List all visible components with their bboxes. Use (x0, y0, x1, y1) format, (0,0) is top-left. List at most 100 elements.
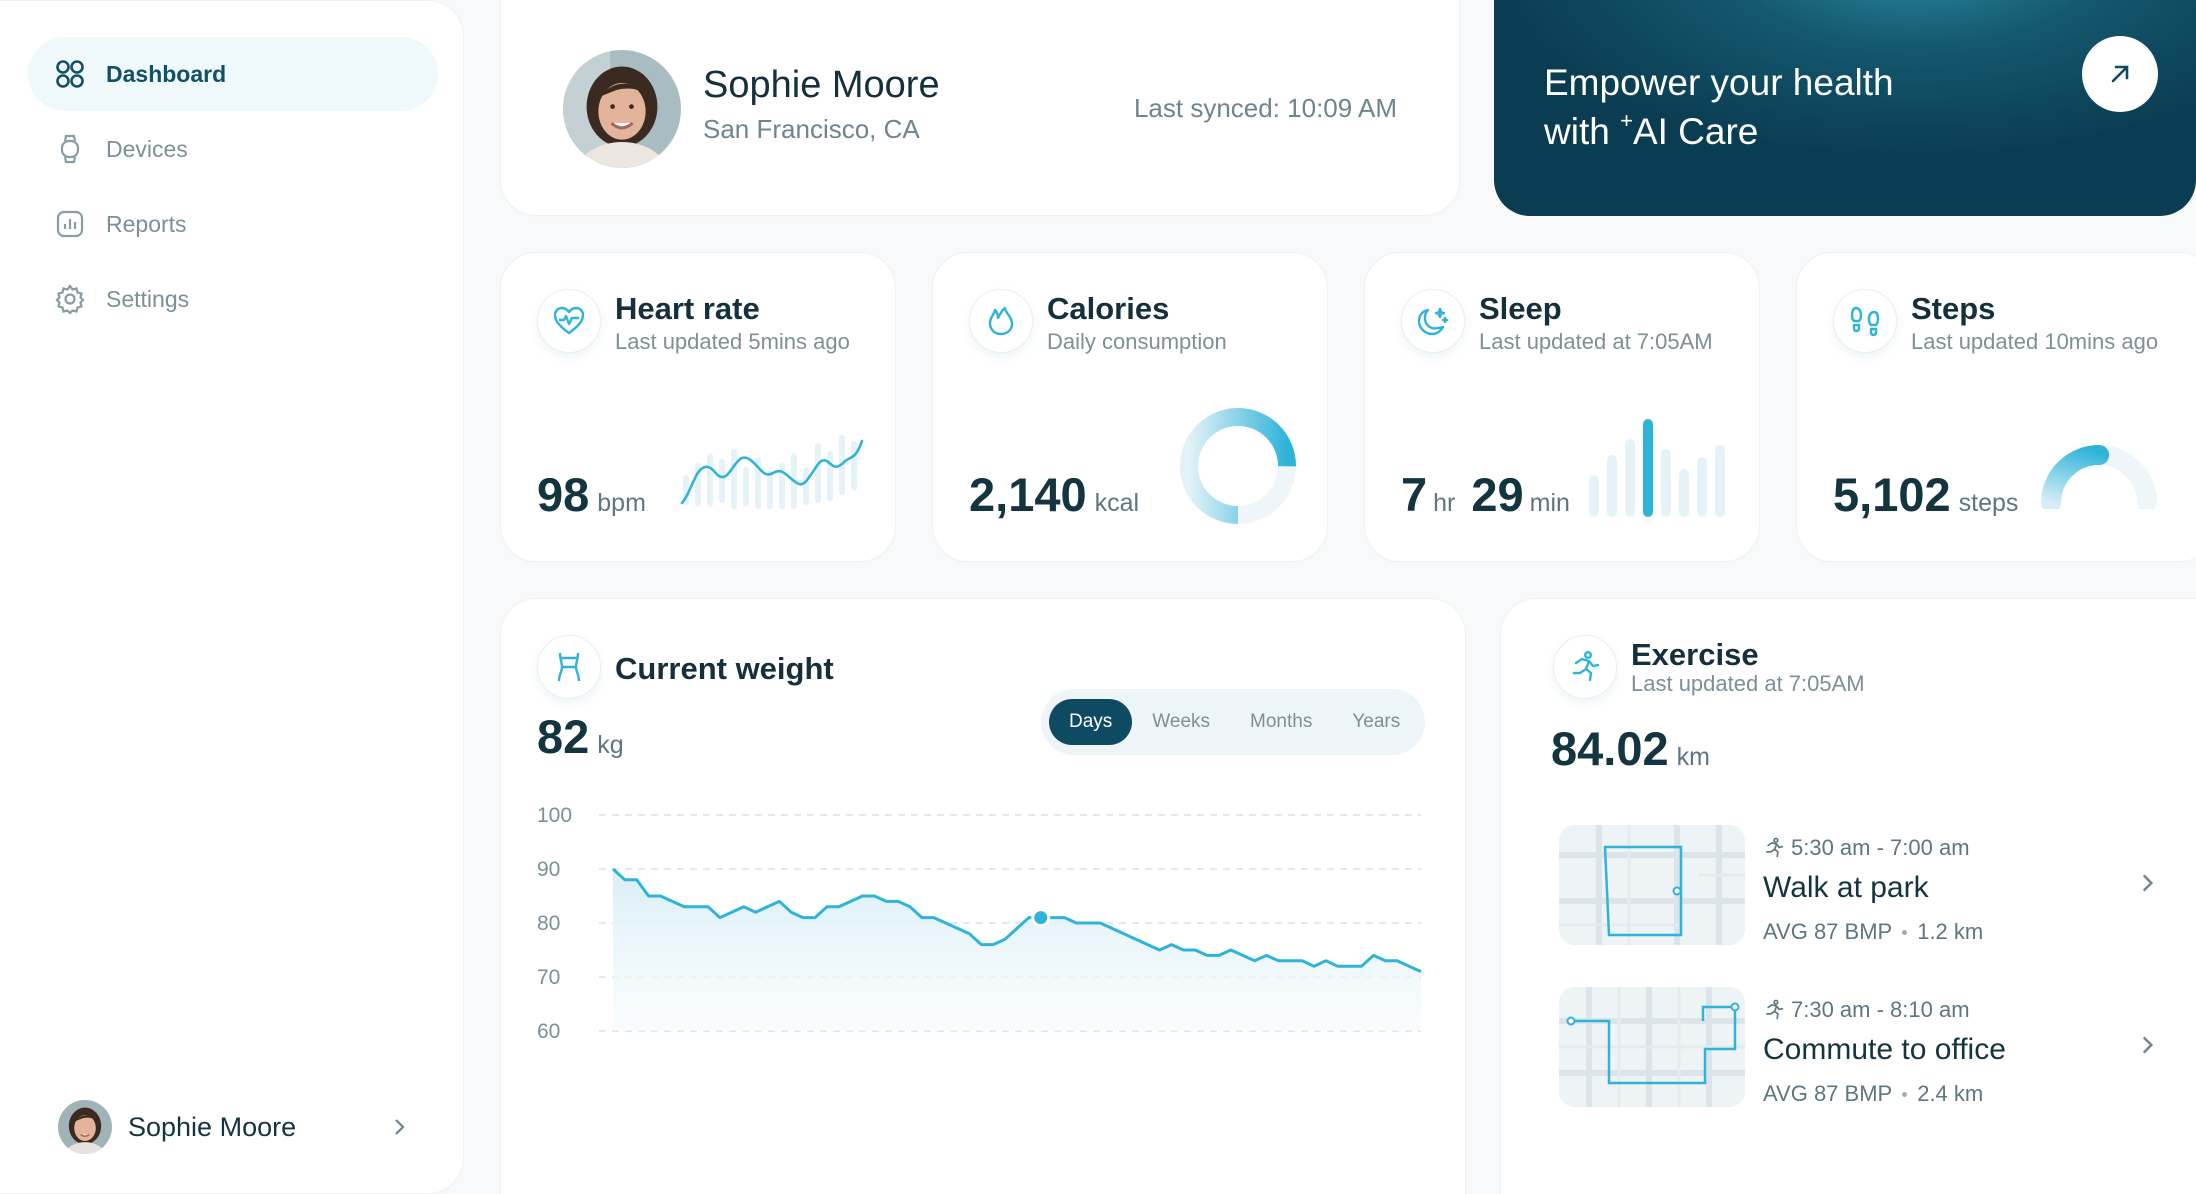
heart-rate-card[interactable]: Heart rate Last updated 5mins ago 98 bpm (500, 252, 896, 562)
weight-chart: 100 90 80 70 60 (537, 804, 1422, 1043)
calories-unit: kcal (1094, 489, 1140, 517)
chart-icon (56, 210, 84, 238)
sidebar-item-devices[interactable]: Devices (28, 112, 438, 186)
watch-icon (60, 134, 80, 164)
weight-title: Current weight (615, 651, 834, 686)
weight-area (613, 869, 1421, 1031)
waist-icon (557, 652, 581, 682)
y-tick-label: 80 (537, 912, 560, 935)
y-tick-label: 90 (537, 858, 560, 881)
activity-time: 7:30 am - 8:10 am (1791, 997, 1970, 1022)
sidebar-user[interactable]: Sophie Moore (58, 1099, 410, 1155)
dashboard-icon (56, 60, 84, 88)
route-map (1559, 825, 1745, 945)
metric-title: Sleep (1479, 291, 1562, 326)
steps-card[interactable]: Steps Last updated 10mins ago 5,102 steps (1796, 252, 2196, 562)
metric-title: Calories (1047, 291, 1170, 326)
tab-days[interactable]: Days (1049, 699, 1133, 745)
steps-value: 5,102 (1833, 468, 1951, 521)
activity-distance: 2.4 km (1917, 1081, 1984, 1106)
sleep-minutes-unit: min (1529, 489, 1570, 517)
calories-card[interactable]: Calories Daily consumption 2,140 kcal (932, 252, 1328, 562)
running-icon (1572, 651, 1600, 682)
activity-avg: AVG 87 BMP (1763, 919, 1893, 944)
activity-distance: 1.2 km (1917, 919, 1984, 944)
arrow-up-right-icon (2111, 65, 2129, 83)
ai-care-promo[interactable]: Empower your health with +AI Care (1494, 0, 2196, 216)
gear-icon (55, 284, 85, 315)
metric-title: Heart rate (615, 291, 760, 326)
sidebar-item-label: Reports (106, 210, 187, 237)
metric-subtitle: Last updated at 7:05AM (1479, 329, 1713, 354)
promo-line-1: Empower your health (1544, 62, 1894, 103)
y-tick-label: 70 (537, 966, 560, 989)
activity-item[interactable]: 7:30 am - 8:10 am Commute to office AVG … (1559, 987, 2159, 1107)
tab-months[interactable]: Months (1250, 711, 1313, 732)
heart-pulse-icon (553, 306, 585, 335)
route-map (1559, 987, 1745, 1107)
steps-gauge (2041, 445, 2157, 509)
footprints-icon (1850, 306, 1880, 337)
running-icon (1766, 999, 1784, 1020)
sleep-card[interactable]: Sleep Last updated at 7:05AM 7 hr 29 min (1364, 252, 1760, 562)
sleep-hours: 7 (1401, 468, 1428, 521)
weight-icon-wrap (537, 635, 601, 699)
heart-rate-icon-wrap (537, 289, 601, 353)
activity-time: 5:30 am - 7:00 am (1791, 835, 1970, 860)
tab-weeks[interactable]: Weeks (1152, 711, 1211, 732)
period-tabs: Days Weeks Months Years (1041, 689, 1425, 755)
running-icon (1766, 837, 1784, 858)
avatar (58, 1100, 112, 1154)
promo-line-2: with +AI Care (1544, 108, 1759, 152)
sidebar-user-name: Sophie Moore (128, 1111, 297, 1142)
exercise-icon-wrap (1553, 635, 1617, 699)
calories-ring-progress (1180, 408, 1296, 524)
weight-line (611, 867, 1422, 973)
promo-open-button[interactable] (2082, 36, 2158, 112)
sleep-icon-wrap (1401, 289, 1465, 353)
heart-rate-unit: bpm (597, 489, 646, 517)
moon-icon (1417, 307, 1449, 336)
sidebar-item-label: Settings (106, 285, 190, 312)
sidebar-item-dashboard[interactable]: Dashboard (28, 37, 438, 111)
sidebar-item-label: Devices (106, 135, 188, 162)
weight-unit: kg (597, 731, 624, 759)
steps-gauge-progress (2041, 445, 2157, 509)
chevron-right-icon (395, 1119, 405, 1135)
exercise-unit: km (1676, 743, 1710, 771)
tab-years[interactable]: Years (1352, 711, 1401, 732)
exercise-card: Exercise Last updated at 7:05AM 84.02 km … (1500, 598, 2196, 1194)
sidebar: Dashboard Devices Reports Settings Sophi… (0, 0, 464, 1194)
profile-card: Sophie Moore San Francisco, CA Last sync… (500, 0, 1460, 216)
exercise-subtitle: Last updated at 7:05AM (1631, 671, 1865, 696)
sleep-minutes: 29 (1471, 468, 1524, 521)
weight-value: 82 (537, 710, 590, 763)
heart-rate-value: 98 (537, 468, 590, 521)
calories-icon-wrap (969, 289, 1033, 353)
flame-icon (988, 306, 1014, 336)
promo-plus-mark: + (1620, 108, 1633, 133)
metric-title: Steps (1911, 291, 1996, 326)
activity-name: Commute to office (1763, 1033, 2006, 1066)
metric-subtitle: Last updated 10mins ago (1911, 329, 2159, 354)
y-tick-label: 100 (537, 804, 572, 827)
last-synced: Last synced: 10:09 AM (1133, 93, 1397, 123)
steps-unit: steps (1958, 489, 2019, 517)
sidebar-item-reports[interactable]: Reports (28, 187, 438, 261)
exercise-title: Exercise (1631, 637, 1759, 672)
calories-value: 2,140 (969, 468, 1087, 521)
sidebar-item-settings[interactable]: Settings (28, 262, 438, 336)
y-tick-label: 60 (537, 1020, 560, 1043)
activity-name: Walk at park (1763, 871, 1929, 904)
avatar (563, 50, 681, 168)
activity-avg: AVG 87 BMP (1763, 1081, 1893, 1106)
activity-item[interactable]: 5:30 am - 7:00 am Walk at park AVG 87 BM… (1559, 825, 2159, 945)
metric-subtitle: Daily consumption (1047, 329, 1227, 354)
chevron-right-icon (2142, 1036, 2154, 1054)
steps-icon-wrap (1833, 289, 1897, 353)
exercise-value: 84.02 (1551, 722, 1669, 775)
metric-subtitle: Last updated 5mins ago (615, 329, 850, 354)
profile-location: San Francisco, CA (703, 114, 920, 144)
profile-name: Sophie Moore (703, 64, 940, 106)
sidebar-item-label: Dashboard (106, 60, 227, 87)
